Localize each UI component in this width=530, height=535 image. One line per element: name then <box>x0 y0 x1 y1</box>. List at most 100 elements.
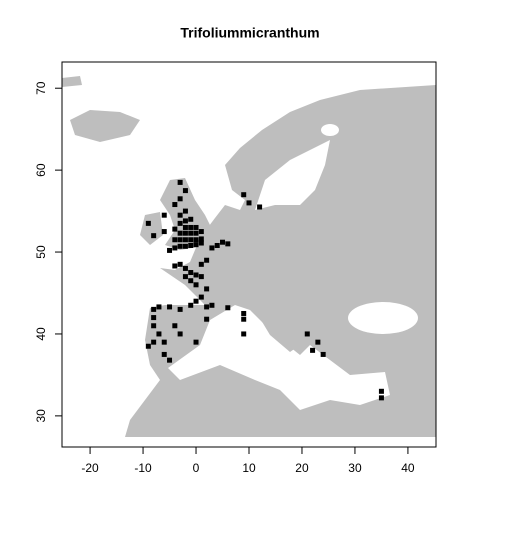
occurrence <box>167 357 173 363</box>
occurrence <box>241 310 247 316</box>
occurrence <box>310 347 316 353</box>
occurrence <box>182 274 188 280</box>
occurrence <box>241 331 247 337</box>
occurrence <box>177 237 183 243</box>
occurrence <box>193 272 199 278</box>
occurrence <box>198 229 204 235</box>
occurrence <box>209 302 215 308</box>
occurrence <box>161 229 167 235</box>
occurrence <box>172 245 178 251</box>
occurrence <box>188 216 194 222</box>
occurrence <box>177 179 183 185</box>
occurrence <box>188 237 194 243</box>
occurrence <box>182 237 188 243</box>
occurrence <box>193 237 199 243</box>
occurrence <box>177 261 183 267</box>
occurrence <box>320 351 326 357</box>
iceland <box>70 110 140 142</box>
x-tick-label: 10 <box>242 461 256 475</box>
occurrence <box>161 351 167 357</box>
occurrence <box>172 323 178 329</box>
occurrence <box>204 316 210 322</box>
occurrence <box>188 242 194 248</box>
occurrence <box>225 241 231 247</box>
y-tick-label: 30 <box>34 409 48 423</box>
occurrence <box>177 306 183 312</box>
occurrence <box>161 212 167 218</box>
chart-title: Trifoliummicranthum <box>180 25 319 41</box>
y-tick-label: 40 <box>34 327 48 341</box>
occurrence <box>177 212 183 218</box>
y-tick-label: 50 <box>34 245 48 259</box>
ireland <box>140 212 163 245</box>
occurrence <box>182 265 188 271</box>
occurrence <box>241 192 247 198</box>
occurrence <box>156 304 162 310</box>
occurrence <box>225 305 231 311</box>
x-tick-label: 0 <box>193 461 200 475</box>
occurrence <box>172 226 178 232</box>
occurrence <box>151 315 157 321</box>
occurrence <box>151 323 157 329</box>
occurrence <box>193 224 199 230</box>
occurrence <box>198 236 204 242</box>
occurrence <box>315 339 321 345</box>
atlantic <box>62 62 436 447</box>
occurrence <box>378 388 384 394</box>
occurrence <box>193 298 199 304</box>
x-tick-label: 40 <box>401 461 415 475</box>
occurrence <box>156 331 162 337</box>
occurrence <box>151 306 157 312</box>
x-tick-label: -10 <box>134 461 152 475</box>
italy <box>255 300 300 352</box>
occurrence <box>188 302 194 308</box>
occurrence <box>220 239 226 245</box>
occurrence <box>172 202 178 208</box>
occurrence <box>209 245 215 251</box>
occurrence <box>182 224 188 230</box>
occurrence <box>161 339 167 345</box>
occurrence <box>145 220 151 226</box>
occurrence <box>198 274 204 280</box>
occurrence <box>172 263 178 269</box>
occurrence <box>177 243 183 249</box>
occurrence <box>204 257 210 263</box>
x-tick-label: 20 <box>295 461 309 475</box>
occurrence <box>188 224 194 230</box>
occurrence <box>145 343 151 349</box>
occurrence <box>193 242 199 248</box>
occurrence <box>182 218 188 224</box>
occurrence <box>182 188 188 194</box>
occurrence <box>241 316 247 322</box>
occurrence <box>182 243 188 249</box>
occurrence <box>177 331 183 337</box>
white-sea <box>321 124 339 136</box>
map <box>62 62 436 447</box>
occurrence <box>257 204 263 210</box>
occurrence <box>188 278 194 284</box>
occurrence <box>204 286 210 292</box>
occurrence <box>188 230 194 236</box>
occurrence <box>378 395 384 401</box>
mediterranean <box>168 305 390 410</box>
occurrence <box>177 196 183 202</box>
occurrence <box>246 200 252 206</box>
y-tick-label: 60 <box>34 163 48 177</box>
x-tick-label: 30 <box>348 461 362 475</box>
black-sea <box>348 302 418 334</box>
occurrence <box>188 270 194 276</box>
occurrence <box>182 208 188 214</box>
occurrence <box>177 220 183 226</box>
occurrence <box>182 230 188 236</box>
occurrence <box>198 261 204 267</box>
occurrence <box>193 230 199 236</box>
occurrence <box>193 339 199 345</box>
baltic <box>255 140 330 210</box>
occurrence <box>198 294 204 300</box>
occurrence <box>204 304 210 310</box>
occurrence <box>172 237 178 243</box>
occurrence <box>214 242 220 248</box>
y-tick-label: 70 <box>34 81 48 95</box>
